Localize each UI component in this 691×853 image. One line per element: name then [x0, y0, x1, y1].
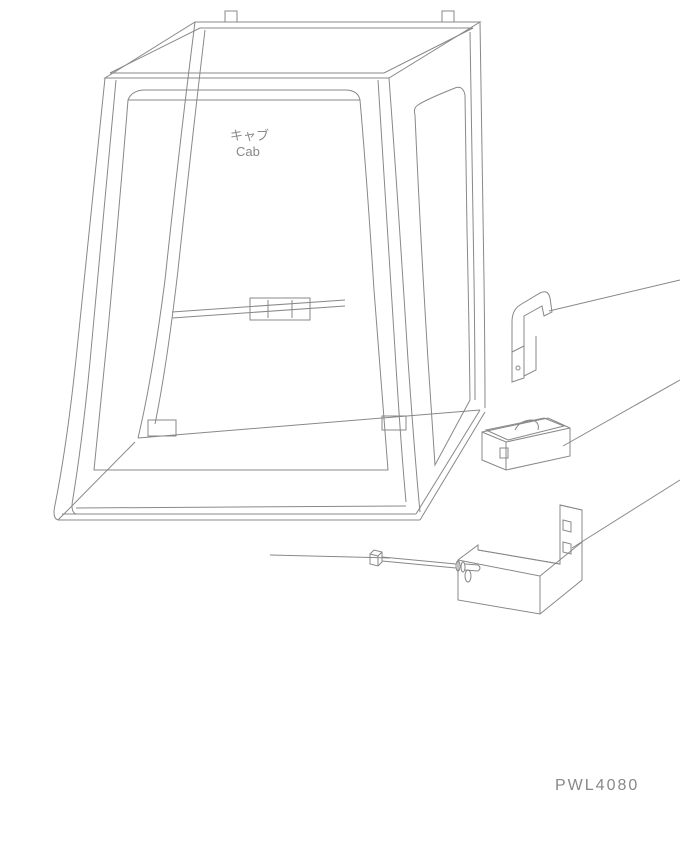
bracket-component	[458, 505, 582, 614]
lunchbox-component	[482, 418, 570, 470]
technical-diagram: キャブ Cab	[0, 0, 691, 853]
cab-label-jp: キャブ	[230, 128, 269, 143]
cab-structure	[54, 11, 485, 520]
clamp-component	[512, 292, 552, 382]
cab-label-en: Cab	[236, 144, 260, 159]
drawing-code: PWL4080	[555, 777, 639, 794]
